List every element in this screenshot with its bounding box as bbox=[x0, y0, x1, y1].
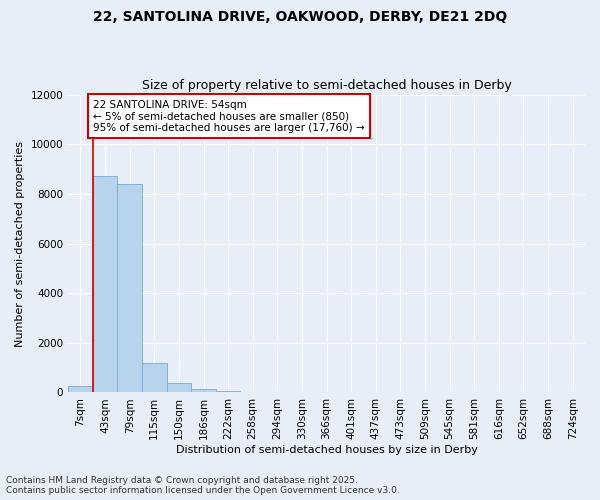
Title: Size of property relative to semi-detached houses in Derby: Size of property relative to semi-detach… bbox=[142, 79, 511, 92]
Text: Contains HM Land Registry data © Crown copyright and database right 2025.
Contai: Contains HM Land Registry data © Crown c… bbox=[6, 476, 400, 495]
Text: 22 SANTOLINA DRIVE: 54sqm
← 5% of semi-detached houses are smaller (850)
95% of : 22 SANTOLINA DRIVE: 54sqm ← 5% of semi-d… bbox=[93, 100, 364, 132]
Bar bbox=[167, 383, 191, 392]
Y-axis label: Number of semi-detached properties: Number of semi-detached properties bbox=[15, 140, 25, 346]
Bar bbox=[68, 386, 93, 392]
X-axis label: Distribution of semi-detached houses by size in Derby: Distribution of semi-detached houses by … bbox=[176, 445, 478, 455]
Bar bbox=[216, 391, 241, 392]
Bar bbox=[93, 176, 118, 392]
Bar bbox=[142, 363, 167, 392]
Bar bbox=[191, 390, 216, 392]
Text: 22, SANTOLINA DRIVE, OAKWOOD, DERBY, DE21 2DQ: 22, SANTOLINA DRIVE, OAKWOOD, DERBY, DE2… bbox=[93, 10, 507, 24]
Bar bbox=[118, 184, 142, 392]
